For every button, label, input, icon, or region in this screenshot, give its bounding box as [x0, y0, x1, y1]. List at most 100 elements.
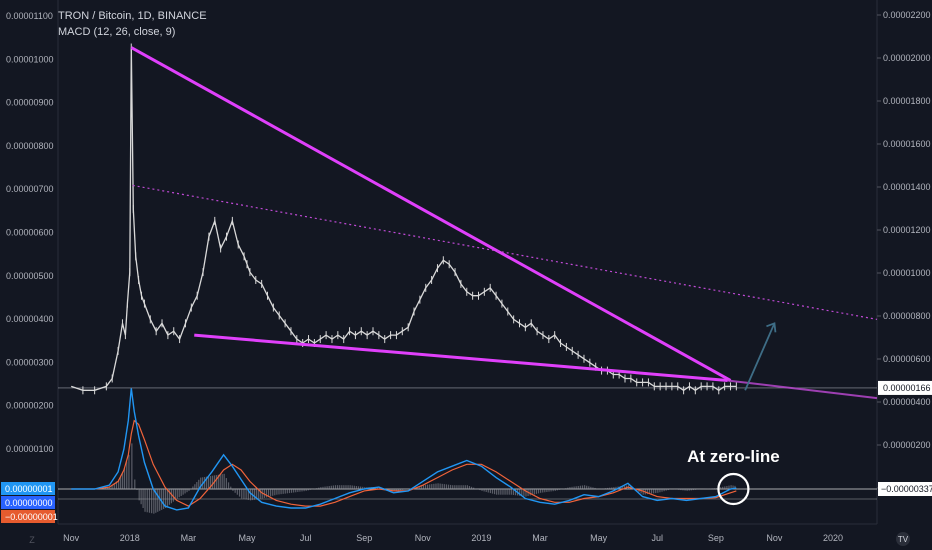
macd-histogram-bar [655, 489, 657, 494]
macd-histogram-bar [397, 489, 399, 491]
macd-histogram-bar [615, 486, 617, 489]
macd-histogram-bar [479, 489, 481, 491]
macd-histogram-bar [334, 485, 337, 489]
left-price-axis[interactable]: 0.00001100 0.00001000 0.00000900 0.00000800… [6, 11, 54, 454]
right-tick-label: 0.00001800 [883, 96, 931, 106]
x-tick-label: Sep [708, 533, 724, 543]
macd-histogram-bar [236, 489, 238, 495]
macd-histogram-bar [172, 489, 174, 502]
macd-histogram-bar [726, 486, 728, 489]
macd-histogram-bar [324, 486, 326, 489]
macd-left-badge-label: 0.00000001 [5, 484, 53, 494]
annotation-label: At zero-line [687, 447, 780, 466]
macd-histogram-bar [512, 489, 515, 495]
macd-histogram-bar [353, 485, 355, 489]
macd-histogram-bar [709, 488, 711, 489]
macd-histogram-bar [376, 487, 378, 489]
macd-histogram-bar [241, 489, 243, 499]
right-price-axis[interactable]: 0.00002200 0.00002000 0.00001800 0.00001600… [877, 10, 932, 493]
macd-histogram-bar [205, 476, 208, 489]
macd-histogram-bar [144, 489, 146, 512]
macd-histogram-bar [491, 489, 494, 494]
svg-text:TV: TV [898, 535, 909, 544]
x-tick-label: 2018 [120, 533, 140, 543]
price-series [58, 43, 877, 395]
macd-histogram-bar [245, 489, 247, 500]
x-tick-label: 2019 [471, 533, 491, 543]
symbol-title[interactable]: TRON / Bitcoin, 1D, BINANCE [58, 10, 207, 22]
annotations: At zero-line [687, 447, 780, 506]
macd-histogram-bar [105, 487, 107, 489]
right-tick-label: 0.00001600 [883, 139, 931, 149]
macd-histogram-bar [326, 486, 328, 489]
macd-histogram-bar [496, 489, 498, 495]
macd-histogram-bar [535, 489, 538, 494]
macd-histogram-bar [661, 489, 663, 492]
macd-histogram-bar [364, 487, 366, 489]
current-price-badge [878, 380, 932, 395]
macd-line [71, 388, 737, 511]
timezone-icon[interactable]: Z [29, 535, 35, 545]
macd-histogram-bar [454, 485, 456, 489]
macd-histogram-bar [521, 489, 523, 497]
macd-histogram-bar [470, 486, 473, 489]
macd-histogram-bar [445, 484, 448, 489]
macd-histogram-bar [278, 489, 280, 495]
macd-histogram-bar [305, 489, 307, 491]
macd-histogram-bar [579, 485, 581, 489]
macd-histogram-bar [586, 485, 588, 489]
macd-histogram-bar [328, 486, 330, 489]
macd-histogram-bar [734, 485, 736, 489]
macd-histogram-bar [556, 489, 558, 491]
macd-histogram-bar [140, 489, 142, 505]
macd-histogram-bar [493, 489, 496, 495]
macd-histogram-bar [531, 489, 533, 495]
macd-histogram-bar [194, 484, 196, 489]
macd-histogram-bar [713, 488, 715, 489]
macd-histogram-bar [120, 475, 122, 489]
time-axis[interactable]: Nov 2018 Mar May Jul Sep Nov 2019 Mar May Jul Sep No… [63, 533, 843, 543]
macd-histogram-bar [623, 485, 625, 489]
macd-histogram-bar [688, 489, 690, 491]
macd-pane [58, 388, 877, 514]
macd-histogram-bar [715, 488, 718, 489]
indicator-title[interactable]: MACD (12, 26, close, 9) [58, 26, 176, 38]
left-tick-label: 0.00000100 [6, 444, 54, 454]
macd-histogram-bar [211, 475, 214, 489]
macd-histogram-bar [121, 471, 124, 489]
macd-histogram-bar [219, 474, 221, 489]
macd-histogram-bar [732, 485, 734, 489]
macd-histogram-bar [489, 489, 491, 494]
macd-histogram-bar [178, 489, 180, 498]
macd-histogram-bar [694, 489, 697, 490]
projection-arrow [744, 322, 776, 391]
macd-histogram-bar [418, 486, 420, 489]
trendlines[interactable] [130, 46, 878, 400]
chart-legend: TRON / Bitcoin, 1D, BINANCE MACD (12, 26… [58, 8, 207, 40]
macd-histogram-bar [157, 489, 159, 512]
macd-histogram-bar [113, 483, 115, 489]
macd-histogram-bar [107, 487, 109, 489]
macd-histogram-bar [263, 489, 265, 498]
tradingview-logo-icon[interactable]: TV [896, 532, 910, 546]
macd-histogram-bar [669, 489, 671, 490]
macd-histogram-bar [164, 489, 167, 508]
macd-histogram-bar [128, 454, 130, 489]
macd-histogram-bar [299, 489, 301, 492]
macd-histogram-bar [188, 489, 190, 491]
trendline [130, 46, 732, 382]
right-tick-label: 0.00002000 [883, 53, 931, 63]
macd-histogram-bar [184, 489, 186, 494]
macd-histogram-bar [284, 489, 286, 494]
macd-histogram-bar [422, 485, 425, 489]
macd-histogram-bar [642, 489, 644, 495]
macd-histogram-bar [389, 489, 391, 490]
x-tick-label: Jul [300, 533, 312, 543]
trendline [132, 184, 878, 320]
macd-histogram-bar [153, 489, 155, 514]
macd-histogram-bar [533, 489, 535, 495]
macd-histogram-bar [257, 489, 259, 500]
projection-arrow-head [766, 322, 777, 333]
